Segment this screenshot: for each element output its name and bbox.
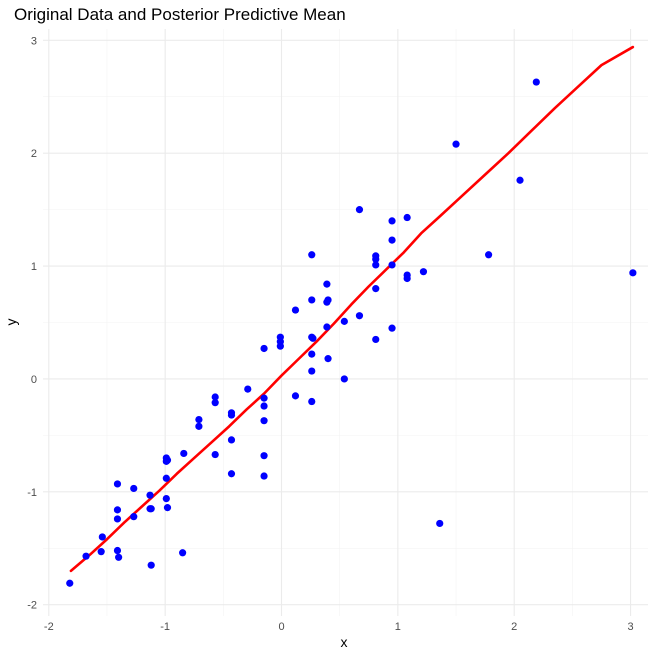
y-tick-label: 0 (31, 374, 37, 386)
data-point (113, 515, 122, 523)
x-tick-label: -1 (160, 621, 170, 633)
data-point (309, 334, 317, 342)
posterior-mean-line (69, 45, 635, 573)
data-point (260, 472, 268, 480)
data-point (291, 306, 300, 314)
data-point (98, 533, 106, 541)
data-points-layer (66, 78, 637, 587)
data-point (227, 436, 236, 444)
y-axis-title: y (3, 319, 19, 326)
data-point (147, 505, 155, 513)
data-point (211, 399, 219, 407)
data-point (324, 355, 332, 363)
data-point (162, 474, 170, 482)
data-point (388, 261, 396, 269)
data-point (403, 213, 411, 222)
data-point (436, 519, 444, 528)
data-point (308, 397, 316, 406)
data-point (227, 470, 236, 478)
y-tick-label: -1 (27, 487, 37, 499)
data-point (162, 495, 170, 503)
data-point (372, 285, 380, 293)
data-point (532, 78, 540, 86)
data-point (452, 140, 460, 148)
data-point (130, 513, 138, 521)
data-point (115, 553, 123, 561)
data-point (97, 548, 105, 556)
data-point (113, 480, 122, 488)
data-point (260, 417, 268, 425)
data-point (355, 312, 364, 320)
data-point (211, 450, 219, 459)
x-tick-label: 2 (511, 621, 517, 633)
data-point (372, 255, 380, 263)
data-point (211, 393, 219, 401)
data-point (179, 549, 187, 557)
data-point (260, 394, 268, 402)
data-point (244, 385, 252, 393)
data-point (308, 350, 316, 358)
data-point (66, 579, 74, 587)
y-tick-label: 1 (31, 261, 37, 273)
data-point (227, 411, 236, 419)
data-point (113, 506, 122, 514)
data-point (355, 206, 364, 214)
data-point (260, 402, 268, 410)
data-point (180, 449, 188, 458)
data-point (276, 342, 284, 350)
x-tick-label: 3 (627, 621, 633, 633)
data-point (372, 261, 380, 269)
data-point (260, 344, 268, 353)
data-point (82, 552, 90, 560)
x-tick-label: 0 (278, 621, 284, 633)
tick-labels: -2 -1 0 1 2 3 -2 -1 0 1 2 3 (27, 35, 633, 633)
data-point (323, 280, 331, 288)
y-tick-label: -2 (27, 600, 37, 612)
data-point (419, 268, 428, 276)
data-point (388, 217, 396, 225)
y-tick-label: 2 (31, 148, 37, 160)
data-point (146, 491, 154, 499)
chart-title: Original Data and Posterior Predictive M… (14, 5, 346, 24)
data-point (147, 561, 155, 569)
data-point (485, 251, 493, 259)
data-point (163, 456, 172, 464)
data-point (323, 323, 331, 331)
data-point (340, 375, 348, 383)
data-point (629, 269, 637, 277)
data-point (340, 317, 348, 325)
data-point (130, 484, 138, 493)
data-point (260, 452, 268, 460)
data-point (308, 251, 316, 259)
x-tick-label: 1 (395, 621, 401, 633)
data-point (163, 504, 172, 512)
x-tick-label: -2 (44, 621, 54, 633)
data-point (291, 392, 300, 400)
data-point (388, 324, 396, 332)
data-point (516, 176, 524, 184)
data-point (308, 367, 316, 375)
data-point (113, 546, 122, 555)
y-tick-label: 3 (31, 35, 37, 47)
posterior-mean-line-layer (69, 45, 635, 573)
data-point (195, 415, 203, 424)
data-point (195, 422, 203, 430)
data-point (308, 296, 316, 304)
data-point (324, 296, 332, 304)
data-point (372, 335, 380, 344)
data-point (403, 274, 411, 283)
grid (43, 29, 648, 616)
data-point (388, 236, 396, 244)
x-axis-title: x (341, 634, 348, 650)
